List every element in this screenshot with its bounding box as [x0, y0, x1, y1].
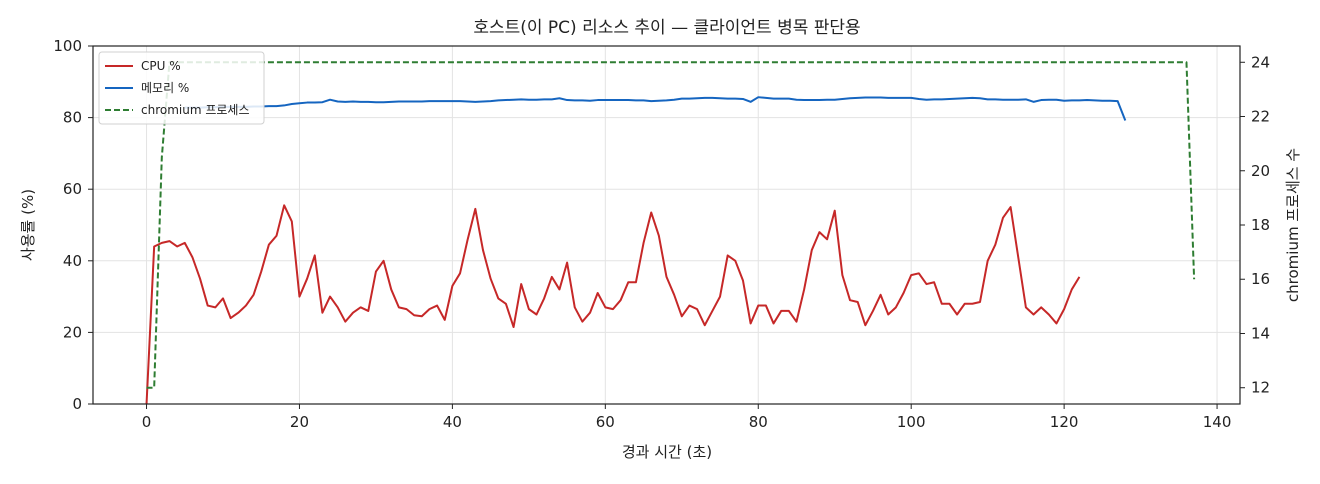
legend: CPU % 메모리 % chromium 프로세스 — [98, 51, 265, 125]
y-axis-title: 사용률 (%) — [19, 189, 37, 261]
series-line-0 — [145, 204, 1081, 405]
y2-tick-label: 14 — [1251, 324, 1270, 342]
y2-tick-label: 22 — [1251, 108, 1270, 126]
legend-label: chromium 프로세스 — [141, 103, 250, 117]
y-tick-label: 0 — [72, 395, 82, 413]
chart-title: 호스트(이 PC) 리소스 추이 — 클라이언트 병목 판단용 — [473, 18, 860, 38]
x-axis-title: 경과 시간 (초) — [622, 443, 712, 461]
y-axis-right: 12 14 16 18 20 22 24 — [1240, 53, 1270, 397]
x-tick-label: 60 — [596, 413, 615, 431]
y-tick-label: 100 — [53, 37, 82, 55]
x-tick-label: 40 — [443, 413, 462, 431]
y2-tick-label: 24 — [1251, 53, 1270, 71]
x-tick-label: 100 — [897, 413, 926, 431]
x-tick-label: 120 — [1050, 413, 1079, 431]
series-line-2 — [146, 61, 1196, 389]
y-tick-label: 60 — [63, 180, 82, 198]
x-tick-label: 140 — [1203, 413, 1232, 431]
y2-tick-label: 18 — [1251, 216, 1270, 234]
legend-label: CPU % — [141, 59, 181, 73]
x-tick-label: 20 — [290, 413, 309, 431]
y2-tick-label: 12 — [1251, 379, 1270, 397]
series-line-1 — [184, 96, 1127, 121]
x-tick-label: 0 — [142, 413, 152, 431]
legend-label: 메모리 % — [141, 81, 189, 95]
y-tick-label: 40 — [63, 252, 82, 270]
x-axis: 0 20 40 60 80 100 120 140 — [142, 404, 1232, 431]
series-layer — [145, 61, 1196, 405]
legend-frame — [98, 51, 265, 125]
y2-tick-label: 16 — [1251, 270, 1270, 288]
y-tick-label: 80 — [63, 109, 82, 127]
y2-tick-label: 20 — [1251, 162, 1270, 180]
y-tick-label: 20 — [63, 323, 82, 341]
y-axis-left: 0 20 40 60 80 100 — [53, 37, 93, 413]
x-tick-label: 80 — [749, 413, 768, 431]
y2-axis-title: chromium 프로세스 수 — [1284, 148, 1302, 302]
